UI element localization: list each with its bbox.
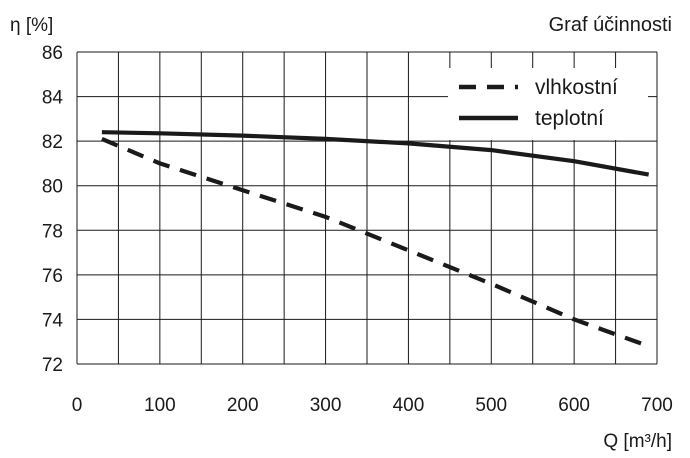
legend: vlhkostní teplotní (448, 68, 648, 140)
y-axis-label: η [%] (10, 15, 53, 36)
legend-background (448, 68, 648, 140)
x-tick-label: 200 (227, 395, 259, 416)
x-tick-label: 500 (475, 395, 507, 416)
y-tick-label: 84 (42, 88, 64, 109)
series-lines (101, 130, 650, 349)
y-tick-label: 82 (42, 132, 63, 153)
legend-label-teplotni: teplotní (535, 107, 604, 130)
x-tick-label: 400 (393, 395, 425, 416)
y-tick-label: 86 (42, 43, 63, 64)
legend-label-vlhkostni: vlhkostní (535, 76, 618, 99)
x-tick-label: 0 (72, 395, 83, 416)
y-tick-label: 74 (42, 310, 64, 331)
x-tick-label: 100 (144, 395, 176, 416)
y-tick-label: 80 (42, 177, 63, 198)
chart-title: Graf účinnosti (549, 14, 672, 36)
x-tick-label: 700 (641, 395, 673, 416)
y-tick-label: 76 (42, 266, 63, 287)
x-axis-label: Q [m³/h] (603, 431, 672, 452)
x-tick-label: 300 (310, 395, 342, 416)
series-line-vlhkostni (101, 136, 650, 349)
tick-labels: 0 100 200 300 400 500 600 700 72 74 76 78 80 82 84 86 (42, 43, 673, 416)
x-tick-label: 600 (558, 395, 590, 416)
y-tick-label: 78 (42, 221, 63, 242)
y-tick-label: 72 (42, 355, 63, 376)
series-line-teplotni (101, 130, 650, 177)
